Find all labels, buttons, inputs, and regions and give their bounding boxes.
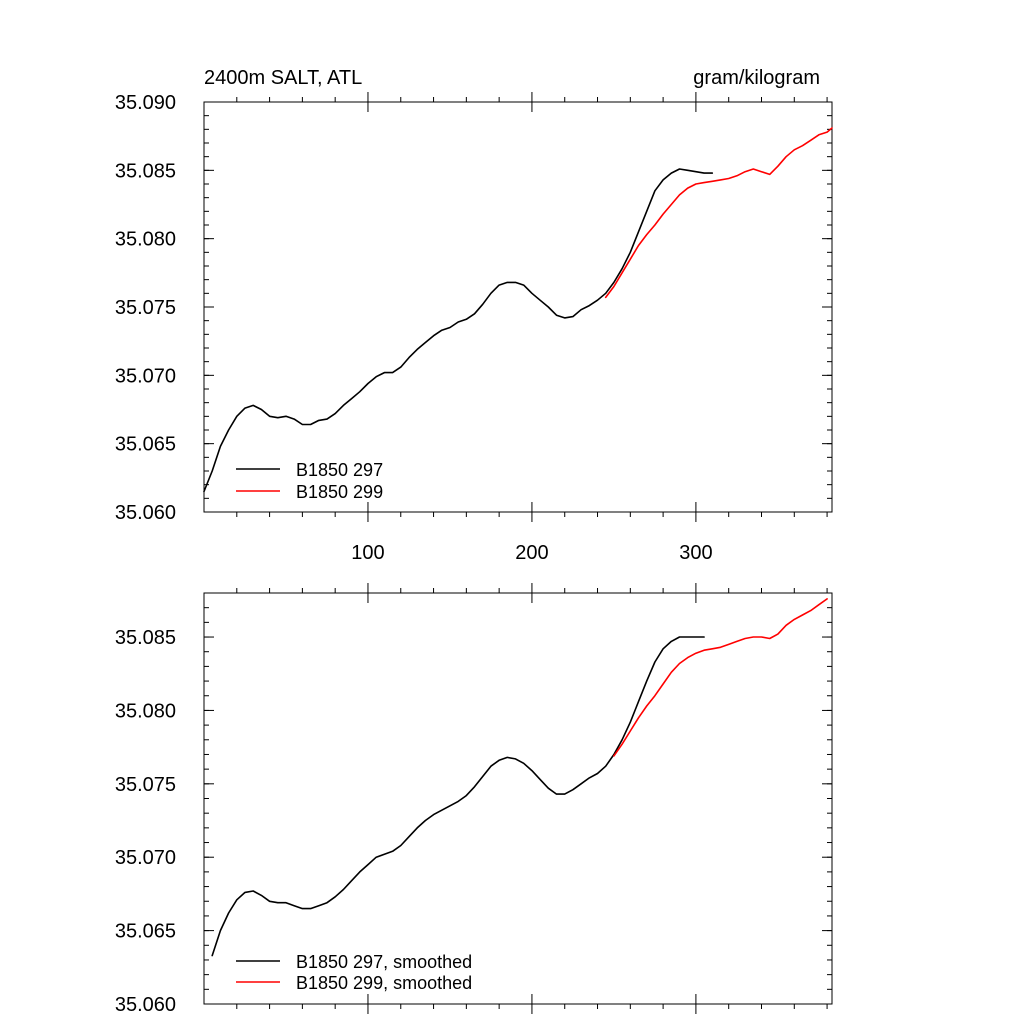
bottom-ytick-label: 35.060: [115, 994, 176, 1016]
bottom-ytick-label: 35.080: [115, 700, 176, 722]
top-ytick-label: 35.090: [115, 92, 176, 114]
top-panel: 2400m SALT, ATL gram/kilogram 35.06035.0…: [115, 67, 833, 564]
bottom-legend: B1850 297, smoothed B1850 299, smoothed: [236, 952, 472, 993]
bottom-ytick-label: 35.070: [115, 847, 176, 869]
top-legend-label-299: B1850 299: [296, 482, 383, 502]
top-plot-frame: [203, 101, 833, 513]
bottom-panel: 35.060 35.065 35.070 35.075 35.080 35.085 B18…: [115, 583, 833, 1016]
top-ytick-label: 35.080: [115, 229, 176, 251]
top-ytick-label: 35.070: [115, 365, 176, 387]
top-ytick-label: 35.075: [115, 297, 176, 319]
bottom-ticks: [204, 583, 832, 1014]
top-ytick-label: 35.065: [115, 434, 176, 456]
top-series-line-299: [604, 127, 833, 299]
top-xtick-label: 300: [679, 542, 712, 564]
bottom-legend-label-297: B1850 297, smoothed: [296, 952, 472, 972]
bottom-y-tick-labels: 35.060 35.065 35.070 35.075 35.080 35.085: [115, 627, 176, 1016]
bottom-series-line-299: [613, 598, 828, 757]
bottom-ytick-label: 35.075: [115, 774, 176, 796]
top-legend-label-297: B1850 297: [296, 460, 383, 480]
bottom-series-lines: [211, 598, 828, 957]
top-ticks: [204, 92, 832, 522]
top-ytick-label: 35.085: [115, 160, 176, 182]
bottom-plot-frame: [203, 592, 833, 1005]
bottom-series-line-297: [211, 636, 705, 957]
top-y-tick-labels: 35.060 35.065 35.070 35.075 35.080 35.085 35.0…: [115, 92, 176, 524]
bottom-ytick-label: 35.065: [115, 921, 176, 943]
top-legend: B1850 297 B1850 299: [236, 460, 383, 502]
top-xtick-label: 200: [515, 542, 548, 564]
bottom-legend-label-299: B1850 299, smoothed: [296, 973, 472, 993]
top-x-tick-labels: 100 200 300: [351, 542, 712, 564]
top-series-lines: [203, 127, 833, 493]
bottom-ytick-label: 35.085: [115, 627, 176, 649]
top-ytick-label: 35.060: [115, 502, 176, 524]
top-title-left: 2400m SALT, ATL: [204, 67, 362, 89]
top-series-line-297: [203, 168, 714, 493]
top-title-right: gram/kilogram: [693, 67, 820, 89]
top-xtick-label: 100: [351, 542, 384, 564]
